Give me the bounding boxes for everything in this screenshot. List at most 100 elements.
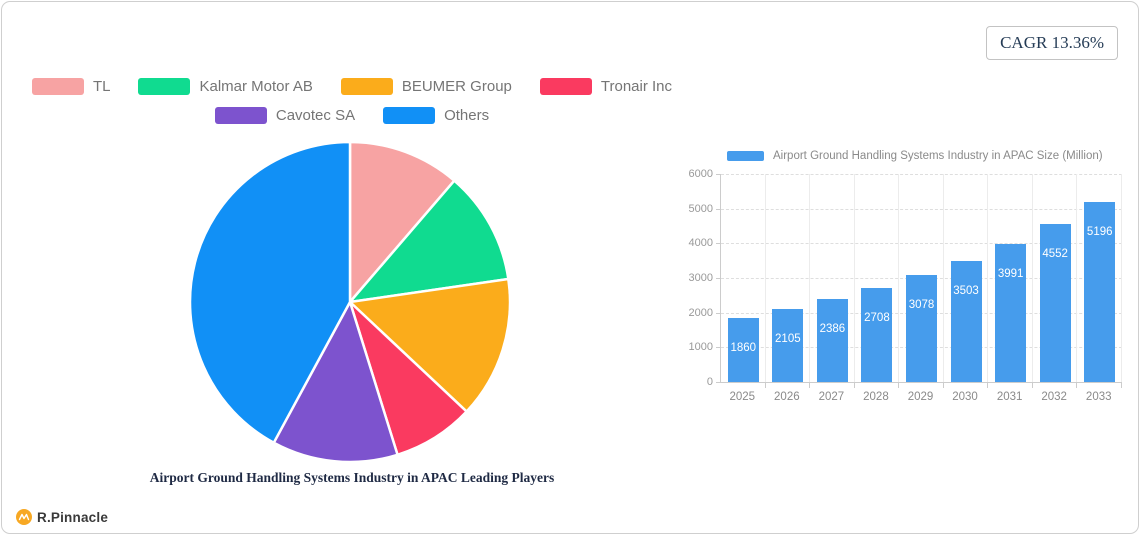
legend-swatch-tronair-inc: [539, 78, 592, 95]
pie-legend-row: Cavotec SA Others: [214, 107, 489, 124]
y-axis-tick: [716, 208, 720, 210]
x-axis-tick: [987, 383, 989, 388]
y-axis-label: 5000: [688, 202, 713, 215]
pie-legend-row: TL Kalmar Motor AB BEUMER Group Tronair Inc: [31, 78, 673, 95]
bar-legend-item[interactable]: Airport Ground Handling Systems Industry…: [727, 150, 1103, 162]
gridline-vertical: [764, 174, 766, 382]
y-axis-label: 2000: [688, 306, 713, 319]
legend-item-tronair-inc[interactable]: Tronair Inc: [539, 78, 673, 95]
bar-2029[interactable]: 3078: [906, 275, 937, 382]
x-axis-label: 2028: [863, 391, 889, 403]
legend-label: BEUMER Group: [401, 78, 512, 95]
y-axis-label: 0: [706, 376, 713, 388]
gridline-horizontal: [721, 174, 1122, 175]
x-axis-tick: [942, 383, 944, 388]
pie-chart-panel: TL Kalmar Motor AB BEUMER Group Tronair Inc…: [2, 2, 702, 533]
y-axis-tick: [716, 312, 720, 314]
x-axis-tick: [1031, 383, 1033, 388]
y-axis-tick: [716, 243, 720, 245]
bar-value-label: 3991: [997, 267, 1024, 280]
x-axis-tick: [1076, 383, 1078, 388]
y-axis-tick: [716, 382, 720, 383]
pie-slice-beumer-group[interactable]: [348, 277, 512, 413]
x-axis-label: 2033: [1085, 391, 1112, 403]
legend-swatch-cavotec-sa: [214, 107, 267, 124]
gridline-vertical: [1121, 174, 1122, 382]
y-axis-label: 3000: [688, 272, 713, 284]
gridline-horizontal: [721, 243, 1122, 245]
pie-slice-others[interactable]: [188, 140, 352, 444]
x-axis-label: 2030: [952, 391, 978, 403]
pinnacle-logo-icon: [16, 509, 32, 525]
bar-value-label: 5196: [1086, 225, 1113, 238]
legend-swatch-others: [383, 107, 436, 124]
legend-swatch-kalmar-motor-ab: [138, 78, 191, 95]
pie-legend: TL Kalmar Motor AB BEUMER Group Tronair Inc…: [2, 78, 702, 124]
legend-item-others[interactable]: Others: [383, 107, 489, 124]
legend-label: Tronair Inc: [600, 78, 673, 95]
legend-swatch-beumer-group: [340, 78, 393, 95]
x-axis-tick: [809, 383, 811, 388]
bar-2032[interactable]: 4552: [1039, 224, 1071, 382]
legend-label: Cavotec SA: [275, 107, 356, 124]
x-axis-tick: [1121, 383, 1122, 388]
y-axis-label: 1000: [688, 341, 713, 354]
gridline-vertical: [1076, 174, 1078, 382]
gridline-vertical: [1031, 174, 1033, 382]
logo-text: R.Pinnacle: [37, 509, 109, 525]
bar-value-label: 3078: [908, 299, 935, 312]
bar-value-label: 2386: [819, 323, 846, 336]
legend-item-cavotec-sa[interactable]: Cavotec SA: [214, 107, 356, 124]
bar-legend-label: Airport Ground Handling Systems Industry…: [773, 150, 1103, 162]
x-axis-tick: [764, 383, 766, 388]
gridline-horizontal: [721, 208, 1122, 210]
gridline-vertical: [987, 174, 989, 382]
y-axis-label: 4000: [688, 237, 713, 250]
bar-chart-panel: Airport Ground Handling Systems Industry…: [689, 142, 1138, 432]
x-axis-label: 2031: [996, 391, 1023, 403]
pie-chart: [188, 140, 512, 464]
bar-2025[interactable]: 1860: [727, 317, 759, 382]
x-axis-label: 2026: [774, 391, 800, 403]
bar-plot-area: 1860 2105 2386 2708 3078 3503 3991 4552 5196: [716, 174, 1122, 388]
legend-label: TL: [92, 78, 111, 95]
bar-2027[interactable]: 2386: [816, 299, 848, 382]
gridline-vertical: [853, 174, 855, 382]
logo: R.Pinnacle: [16, 509, 108, 525]
bar-value-label: 1860: [730, 341, 757, 354]
x-axis-tick: [898, 383, 900, 388]
gridline-vertical: [809, 174, 811, 382]
bar-2030[interactable]: 3503: [950, 260, 982, 382]
legend-item-beumer-group[interactable]: BEUMER Group: [340, 78, 512, 95]
bar-value-label: 3503: [953, 284, 979, 297]
cagr-badge: CAGR 13.36%: [986, 26, 1118, 60]
pie-slice-cavotec-sa[interactable]: [272, 300, 399, 464]
legend-label: Others: [444, 107, 490, 124]
y-axis-tick: [716, 347, 720, 349]
x-axis-label: 2029: [907, 391, 934, 403]
bar-2033[interactable]: 5196: [1084, 201, 1116, 382]
legend-item-kalmar-motor-ab[interactable]: Kalmar Motor AB: [138, 78, 313, 95]
bar-value-label: 2105: [775, 333, 801, 345]
x-axis-label: 2032: [1041, 391, 1067, 403]
pie-chart-title: Airport Ground Handling Systems Industry…: [149, 470, 555, 485]
y-axis-tick: [716, 278, 720, 279]
legend-swatch-tl: [31, 78, 84, 95]
bar-2031[interactable]: 3991: [995, 243, 1027, 382]
bar-2026[interactable]: 2105: [772, 309, 804, 382]
bar-value-label: 2708: [864, 312, 890, 325]
bar-legend-swatch: [727, 151, 764, 161]
bar-value-label: 4552: [1042, 248, 1068, 261]
x-axis-label: 2027: [818, 391, 845, 403]
pie-slice-tl[interactable]: [348, 140, 456, 304]
y-axis-label: 6000: [688, 168, 713, 180]
bar-2028[interactable]: 2708: [861, 288, 893, 382]
y-axis-tick: [716, 174, 720, 175]
pie-slice-kalmar-motor-ab[interactable]: [348, 179, 510, 304]
x-axis-label: 2025: [729, 391, 756, 403]
x-axis-tick: [853, 383, 855, 388]
legend-item-tl[interactable]: TL: [31, 78, 111, 95]
legend-label: Kalmar Motor AB: [199, 78, 313, 95]
gridline-vertical: [942, 174, 944, 382]
